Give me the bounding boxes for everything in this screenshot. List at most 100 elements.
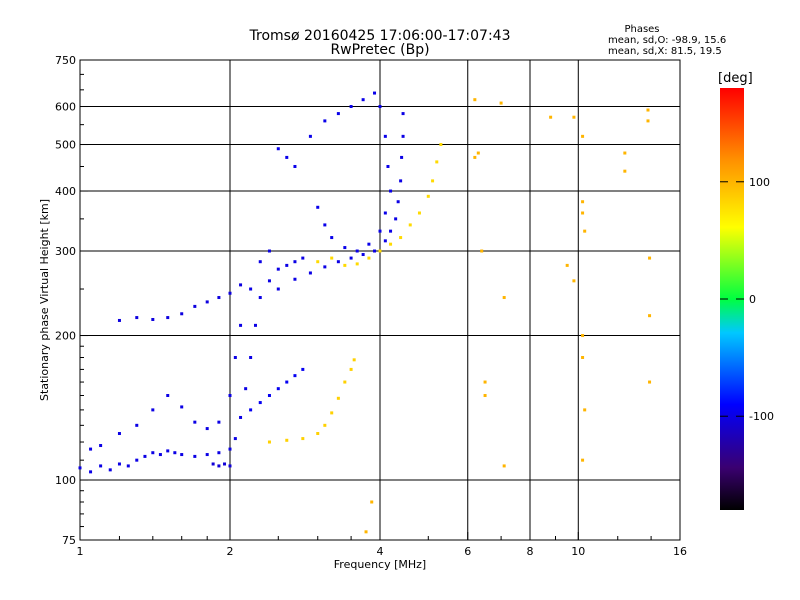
plot-area: 1 2 4 6 8 10 16 75 100 200 300 400 500 600 750 [55,54,687,558]
data-point [276,387,280,391]
data-point [205,300,209,304]
data-point [581,134,585,138]
data-point [267,249,271,253]
data-point [99,444,103,448]
data-point [180,312,184,316]
y-tick-label: 200 [55,330,76,343]
data-point [323,119,327,123]
data-point [151,317,155,321]
data-point [285,155,289,159]
stats-o-mode: mean, sd,O: -98.9, 15.6 [608,35,726,46]
data-point [173,451,177,455]
data-point [581,458,585,462]
stats-x-mode: mean, sd,X: 81.5, 19.5 [608,46,722,57]
data-point [483,380,487,384]
colorbar: [deg] 100 0 -100 [718,71,774,510]
data-point [239,415,243,419]
y-tick-label: 600 [55,101,76,114]
data-point [349,367,353,371]
data-point [355,249,359,253]
data-point [648,380,652,384]
data-point [293,260,297,264]
data-point [361,253,365,257]
data-point [349,256,353,260]
data-point [239,283,243,287]
data-point [343,263,347,267]
data-point [228,447,232,451]
data-point [352,358,356,362]
data-point [135,316,139,320]
chart-title: Tromsø 20160425 17:06:00-17:07:43 [249,28,511,44]
y-tick-label: 75 [62,534,76,547]
data-point [205,453,209,457]
data-point [228,291,232,295]
data-point [367,256,371,260]
data-point [355,262,359,266]
data-point [394,217,398,221]
data-point [217,420,221,424]
data-point [151,408,155,412]
data-point [389,229,393,233]
data-point [330,236,334,240]
data-point [389,242,393,246]
data-point [249,408,253,412]
data-point [323,265,327,269]
data-point [249,287,253,291]
data-point [308,134,312,138]
data-point [244,387,248,391]
data-point [285,263,289,267]
data-point [401,134,405,138]
data-point [378,229,382,233]
stats-heading: Phases [624,24,659,35]
data-point [267,279,271,283]
data-point [253,323,257,327]
data-point [583,408,587,412]
data-point [126,464,130,468]
data-point [276,147,280,151]
data-point [180,405,184,409]
x-tick-label: 6 [464,545,471,558]
data-point [166,449,170,453]
data-point [301,256,305,260]
data-point [581,355,585,359]
data-point [400,155,404,159]
data-point [336,396,340,400]
data-point [383,134,387,138]
data-point [330,256,334,260]
y-axis-label: Stationary phase Virtual Height [km] [38,199,51,401]
data-point [373,91,377,95]
x-tick-label: 16 [673,545,687,558]
data-point [502,296,506,300]
data-point [367,242,371,246]
data-point [581,211,585,215]
data-point [258,260,262,264]
data-point [117,432,121,436]
data-point [78,466,82,470]
data-point [293,164,297,168]
data-point [581,200,585,204]
data-point [431,179,435,183]
data-point [217,296,221,300]
data-point [336,260,340,264]
data-point [473,155,477,159]
data-point [323,423,327,427]
x-tick-label: 8 [527,545,534,558]
data-point [364,530,368,534]
data-point [135,423,139,427]
data-point [336,112,340,116]
data-point [439,143,443,147]
data-point [293,277,297,281]
data-point [217,451,221,455]
data-point [648,256,652,260]
data-point [383,211,387,215]
data-point [378,249,382,253]
colorbar-tick-label: 100 [749,176,770,189]
data-point [166,394,170,398]
data-point [476,151,480,155]
data-point [143,454,147,458]
data-point [502,464,506,468]
data-point [565,263,569,267]
data-point [258,401,262,405]
data-point [233,437,237,441]
